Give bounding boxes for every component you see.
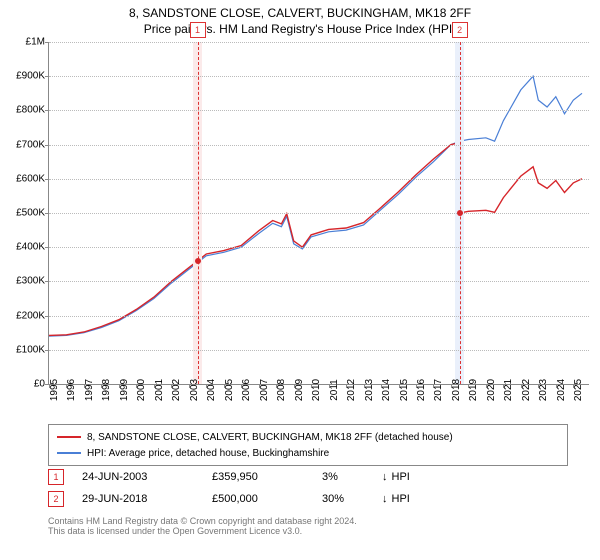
sale-row: 1 24-JUN-2003£359,9503%↓ HPI [48, 466, 568, 488]
sale-point [195, 258, 201, 264]
gridline [49, 179, 589, 180]
ytick-mark [45, 350, 49, 351]
legend-swatch [57, 436, 81, 438]
ytick-mark [45, 110, 49, 111]
xtick-label: 2011 [329, 379, 340, 401]
sale-pct: 3% [322, 471, 382, 483]
ytick-label: £200K [16, 310, 45, 321]
ytick-label: £300K [16, 276, 45, 287]
down-arrow-icon: ↓ [382, 471, 388, 483]
event-marker: 2 [452, 22, 468, 38]
footer-line: This data is licensed under the Open Gov… [48, 526, 357, 536]
xtick-label: 2006 [241, 379, 252, 401]
sale-suffix: HPI [392, 493, 410, 505]
ytick-mark [45, 213, 49, 214]
event-marker: 1 [190, 22, 206, 38]
sale-point [457, 210, 463, 216]
gridline [49, 42, 589, 43]
xtick-label: 2023 [538, 379, 549, 401]
sale-date: 29-JUN-2018 [82, 493, 212, 505]
ytick-mark [45, 281, 49, 282]
sale-marker: 1 [48, 469, 64, 485]
series-line-property [49, 143, 582, 336]
xtick-label: 2004 [206, 379, 217, 401]
xtick-label: 2012 [346, 379, 357, 401]
sale-pct: 30% [322, 493, 382, 505]
legend-label: HPI: Average price, detached house, Buck… [87, 448, 329, 459]
sale-price: £359,950 [212, 471, 322, 483]
xtick-label: 2008 [276, 379, 287, 401]
xtick-label: 2021 [503, 379, 514, 401]
xtick-label: 1995 [49, 379, 60, 401]
footer: Contains HM Land Registry data © Crown c… [48, 516, 357, 536]
event-vline [198, 42, 199, 384]
gridline [49, 316, 589, 317]
sale-price: £500,000 [212, 493, 322, 505]
ytick-mark [45, 179, 49, 180]
xtick-label: 2013 [364, 379, 375, 401]
ytick-mark [45, 42, 49, 43]
gridline [49, 76, 589, 77]
xtick-label: 2007 [259, 379, 270, 401]
ytick-label: £500K [16, 208, 45, 219]
ytick-label: £900K [16, 71, 45, 82]
sale-row: 2 29-JUN-2018£500,00030%↓ HPI [48, 488, 568, 510]
sale-marker: 2 [48, 491, 64, 507]
legend-item: 8, SANDSTONE CLOSE, CALVERT, BUCKINGHAM,… [57, 429, 559, 445]
ytick-label: £400K [16, 242, 45, 253]
sale-rows: 1 24-JUN-2003£359,9503%↓ HPI 2 29-JUN-2018£5… [48, 466, 568, 510]
ytick-label: £1M [26, 37, 45, 48]
sale-date: 24-JUN-2003 [82, 471, 212, 483]
ytick-label: £100K [16, 344, 45, 355]
xtick-label: 1997 [84, 379, 95, 401]
chart-title: 8, SANDSTONE CLOSE, CALVERT, BUCKINGHAM,… [0, 0, 600, 20]
down-arrow-icon: ↓ [382, 493, 388, 505]
ytick-mark [45, 76, 49, 77]
xtick-label: 2016 [416, 379, 427, 401]
gridline [49, 213, 589, 214]
xtick-label: 1996 [66, 379, 77, 401]
chart-plot-area: £0£100K£200K£300K£400K£500K£600K£700K£80… [48, 42, 589, 385]
xtick-label: 2002 [171, 379, 182, 401]
xtick-label: 2015 [399, 379, 410, 401]
xtick-label: 2022 [521, 379, 532, 401]
ytick-label: £0 [34, 379, 45, 390]
xtick-label: 2005 [224, 379, 235, 401]
xtick-label: 2017 [433, 379, 444, 401]
series-line-hpi [49, 76, 582, 336]
ytick-label: £700K [16, 139, 45, 150]
gridline [49, 281, 589, 282]
legend: 8, SANDSTONE CLOSE, CALVERT, BUCKINGHAM,… [48, 424, 568, 466]
sale-suffix: HPI [392, 471, 410, 483]
xtick-label: 2009 [294, 379, 305, 401]
xtick-label: 2019 [468, 379, 479, 401]
xtick-label: 2024 [556, 379, 567, 401]
legend-item: HPI: Average price, detached house, Buck… [57, 445, 559, 461]
chart-subtitle: Price paid vs. HM Land Registry's House … [0, 20, 600, 40]
ytick-mark [45, 247, 49, 248]
xtick-label: 2010 [311, 379, 322, 401]
xtick-label: 1999 [119, 379, 130, 401]
gridline [49, 247, 589, 248]
ytick-label: £800K [16, 105, 45, 116]
legend-swatch [57, 452, 81, 454]
ytick-label: £600K [16, 173, 45, 184]
xtick-label: 2000 [136, 379, 147, 401]
footer-line: Contains HM Land Registry data © Crown c… [48, 516, 357, 526]
xtick-label: 2025 [573, 379, 584, 401]
ytick-mark [45, 316, 49, 317]
figure: 8, SANDSTONE CLOSE, CALVERT, BUCKINGHAM,… [0, 0, 600, 560]
ytick-mark [45, 145, 49, 146]
xtick-label: 1998 [101, 379, 112, 401]
gridline [49, 350, 589, 351]
gridline [49, 110, 589, 111]
xtick-label: 2020 [486, 379, 497, 401]
gridline [49, 145, 589, 146]
xtick-label: 2014 [381, 379, 392, 401]
xtick-label: 2001 [154, 379, 165, 401]
legend-label: 8, SANDSTONE CLOSE, CALVERT, BUCKINGHAM,… [87, 432, 453, 443]
